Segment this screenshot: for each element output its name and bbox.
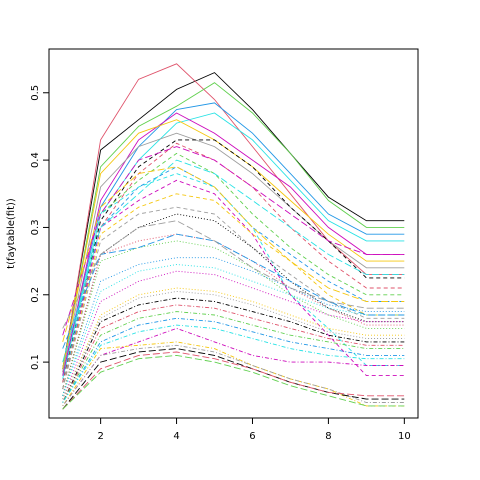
x-tick-label: 4	[173, 431, 179, 442]
y-tick-label: 0.5	[30, 85, 41, 101]
y-axis-title: t(faytable(fit))	[6, 198, 17, 269]
series-line-34	[62, 351, 405, 410]
x-axis: 2 4 6 8 10	[97, 417, 411, 442]
y-axis: 0.1 0.2 0.3 0.4 0.5	[30, 85, 50, 370]
x-tick-label: 2	[97, 431, 103, 442]
y-tick-label: 0.2	[30, 287, 41, 303]
x-tick-label: 6	[249, 431, 255, 442]
x-tick-label: 10	[398, 431, 411, 442]
series-line-15	[62, 193, 405, 390]
series-line-17	[62, 213, 405, 396]
series-line-37	[62, 159, 405, 363]
series-line-12	[62, 166, 405, 390]
series-line-31	[62, 341, 405, 407]
series-line-36	[62, 233, 405, 349]
series-line-2	[62, 63, 405, 373]
x-tick-label: 8	[325, 431, 331, 442]
series-line-5	[62, 112, 405, 380]
series-line-35	[62, 354, 405, 410]
y-tick-label: 0.4	[30, 152, 41, 168]
series-line-21	[62, 264, 405, 396]
series-line-20	[62, 257, 405, 396]
series-line-33	[62, 348, 405, 410]
series-line-40	[62, 220, 405, 329]
series-line-3	[62, 82, 405, 369]
series-line-6	[62, 112, 405, 376]
series-line-26	[62, 304, 405, 403]
series-line-8	[62, 132, 405, 373]
series-line-25	[62, 297, 405, 403]
series-line-23	[62, 287, 405, 400]
series-line-9	[62, 139, 405, 383]
y-tick-label: 0.1	[30, 354, 41, 370]
series-line-39	[62, 166, 405, 343]
series-line-38	[62, 146, 405, 336]
series-line-22	[62, 270, 405, 400]
series-line-29	[62, 324, 405, 403]
series-layer	[62, 63, 405, 410]
series-line-24	[62, 290, 405, 400]
series-line-14	[62, 179, 405, 390]
series-line-16	[62, 206, 405, 390]
y-tick-label: 0.3	[30, 219, 41, 235]
series-line-30	[62, 327, 405, 407]
series-line-11	[62, 152, 405, 390]
series-line-1	[62, 72, 405, 369]
series-line-4	[62, 102, 405, 376]
